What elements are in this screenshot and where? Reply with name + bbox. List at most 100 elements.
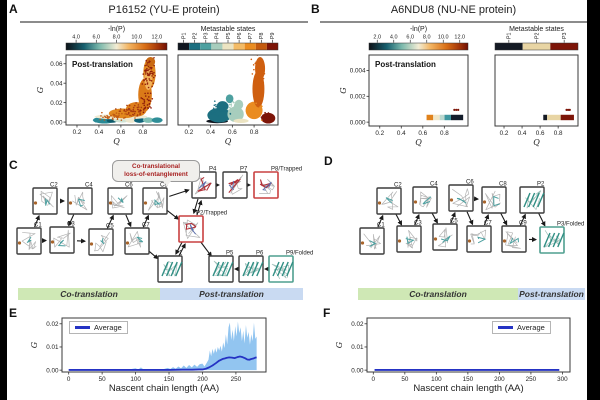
phase-bar-post-translation-d: Post-translation [518, 288, 585, 300]
svg-text:0.004: 0.004 [350, 68, 366, 75]
state-node-C3: C3 [49, 222, 75, 254]
phase-bar-post-translation-c: Post-translation [160, 288, 303, 300]
callout-tail [162, 180, 171, 186]
svg-text:0.4: 0.4 [95, 129, 104, 136]
svg-text:0.000: 0.000 [350, 119, 366, 126]
svg-text:0.04: 0.04 [50, 80, 63, 87]
state-node-P1: P1 [157, 251, 183, 283]
svg-text:0.8: 0.8 [138, 129, 147, 136]
colorbar-title: Metastable states [509, 26, 564, 33]
svg-text:0.2: 0.2 [500, 130, 509, 137]
plot-data [543, 108, 574, 121]
average-line [68, 355, 257, 371]
panel-b-title-rule [320, 21, 587, 23]
svg-text:6.0: 6.0 [406, 35, 414, 41]
svg-text:4.0: 4.0 [390, 35, 398, 41]
legend: Average [492, 321, 551, 334]
phase-bar-co-translation-c: Co-translation [18, 288, 160, 300]
svg-text:0.8: 0.8 [554, 130, 563, 137]
x-axis-label: Q [415, 138, 422, 147]
folding-pathway-diagram-yue: C1 C2 C3 C4 C5 C6 C7 C8 P4 P7 P8/Trapped P2/Trapped… [7, 150, 320, 302]
plot-annotation: Post-translation [375, 60, 436, 69]
svg-text:P9: P9 [270, 32, 276, 39]
state-node-C1: C1 [359, 223, 385, 255]
svg-text:0.00: 0.00 [50, 119, 63, 126]
state-node-P8: P8/Trapped [253, 167, 302, 199]
panel-label-c: C [9, 158, 18, 172]
legend: Average [69, 321, 128, 334]
plot-data [68, 321, 257, 371]
svg-text:0.6: 0.6 [117, 129, 126, 136]
state-node-label: C9 [519, 221, 527, 227]
colorbar-metastable-states-b: Metastable states P1 P2 P3 [494, 24, 579, 51]
state-node-label: P4 [209, 167, 217, 173]
state-node-label: P2 [537, 182, 545, 188]
folding-pathway-diagram-nune: C1 C2 C3 C4 C5 C6 C7 C8 C9 P2 P3/Folded [320, 150, 587, 302]
svg-text:200: 200 [197, 376, 208, 383]
panel-a-title-rule [20, 21, 308, 23]
svg-text:0: 0 [67, 376, 71, 383]
per-trajectory-area [68, 321, 257, 371]
state-node-label: C3 [414, 221, 422, 227]
svg-text:6.0: 6.0 [92, 35, 100, 41]
heatmap-free-energy-yue: 0.2 0.4 0.6 0.8 0.00 0.02 0.04 0.06 Q G Post-trans… [36, 52, 170, 146]
panel-label-a: A [9, 2, 18, 16]
svg-text:P1: P1 [181, 32, 187, 39]
colorbar-metastable-states-a: Metastable states P1 P2 P3 P4 P5 P6 P7 P8 P9 [177, 24, 279, 51]
plot-frame [494, 54, 579, 127]
state-node-C6: C6 [107, 183, 133, 215]
state-node-label: C6 [125, 183, 133, 189]
x-axis-label: Q [225, 137, 232, 146]
svg-text:100: 100 [431, 376, 442, 383]
heatmap-metastable-states-yue: 0.2 0.4 0.6 0.8 Q [175, 52, 281, 146]
y-axis-label: G [339, 87, 348, 94]
svg-text:250: 250 [231, 376, 242, 383]
state-node-label: C5 [450, 219, 458, 225]
state-node-label: P8/Trapped [271, 167, 302, 173]
state-node-C8: C8 [481, 182, 507, 214]
legend-label: Average [517, 323, 545, 332]
svg-text:12.0: 12.0 [454, 35, 465, 41]
svg-text:100: 100 [130, 376, 141, 383]
plot-annotation: Post-translation [72, 60, 133, 69]
state-node-P3: P3/Folded [539, 222, 584, 254]
state-node-C8: C8 [142, 183, 168, 215]
colorbar-neg-ln-p-a: -ln(P) 4.0 6.0 8.0 10.0 12.0 [65, 24, 168, 51]
state-node-label: C2 [394, 183, 402, 189]
entanglement-vs-length-chart-nune: 0 50 100 150 200 250 300 0.00 0.01 0.02 Nascent ch… [335, 310, 575, 398]
svg-text:P8: P8 [259, 32, 265, 39]
heatmap-free-energy-nune: 0.2 0.4 0.6 0.8 0.000 0.002 0.004 Q G Post-transl… [339, 52, 471, 147]
x-axis-label: Q [533, 138, 540, 147]
legend-line-swatch [498, 326, 513, 329]
state-node-C9: C9 [501, 221, 527, 253]
plot-frame [177, 54, 279, 126]
state-node-C5: C5 [432, 219, 458, 251]
svg-text:P3: P3 [204, 32, 210, 39]
plot-data [426, 108, 464, 121]
state-node-label: P9/Folded [286, 251, 313, 257]
panel-label-d: D [324, 154, 333, 168]
svg-text:P1: P1 [507, 32, 513, 39]
plot-data [92, 56, 163, 124]
svg-text:0.6: 0.6 [418, 130, 427, 137]
svg-text:P2: P2 [192, 32, 198, 39]
svg-text:8.0: 8.0 [113, 35, 121, 41]
svg-text:4.0: 4.0 [72, 35, 80, 41]
svg-text:50: 50 [401, 376, 409, 383]
state-node-C3: C3 [396, 221, 422, 253]
svg-text:50: 50 [99, 376, 107, 383]
svg-text:0.6: 0.6 [536, 130, 545, 137]
svg-text:10.0: 10.0 [131, 35, 142, 41]
x-axis-label: Q [113, 137, 120, 146]
svg-text:0.4: 0.4 [397, 130, 406, 137]
transition-edges [34, 188, 269, 272]
callout-line1: Co-translational [132, 163, 180, 170]
state-node-P2: P2 [519, 182, 545, 214]
svg-text:0.2: 0.2 [375, 130, 384, 137]
state-node-label: C8 [499, 182, 507, 188]
svg-text:200: 200 [494, 376, 505, 383]
y-axis-label: G [36, 86, 45, 93]
callout-line2: loss-of-entanglement [124, 170, 188, 178]
state-node-label: P2/Trapped [196, 211, 227, 217]
